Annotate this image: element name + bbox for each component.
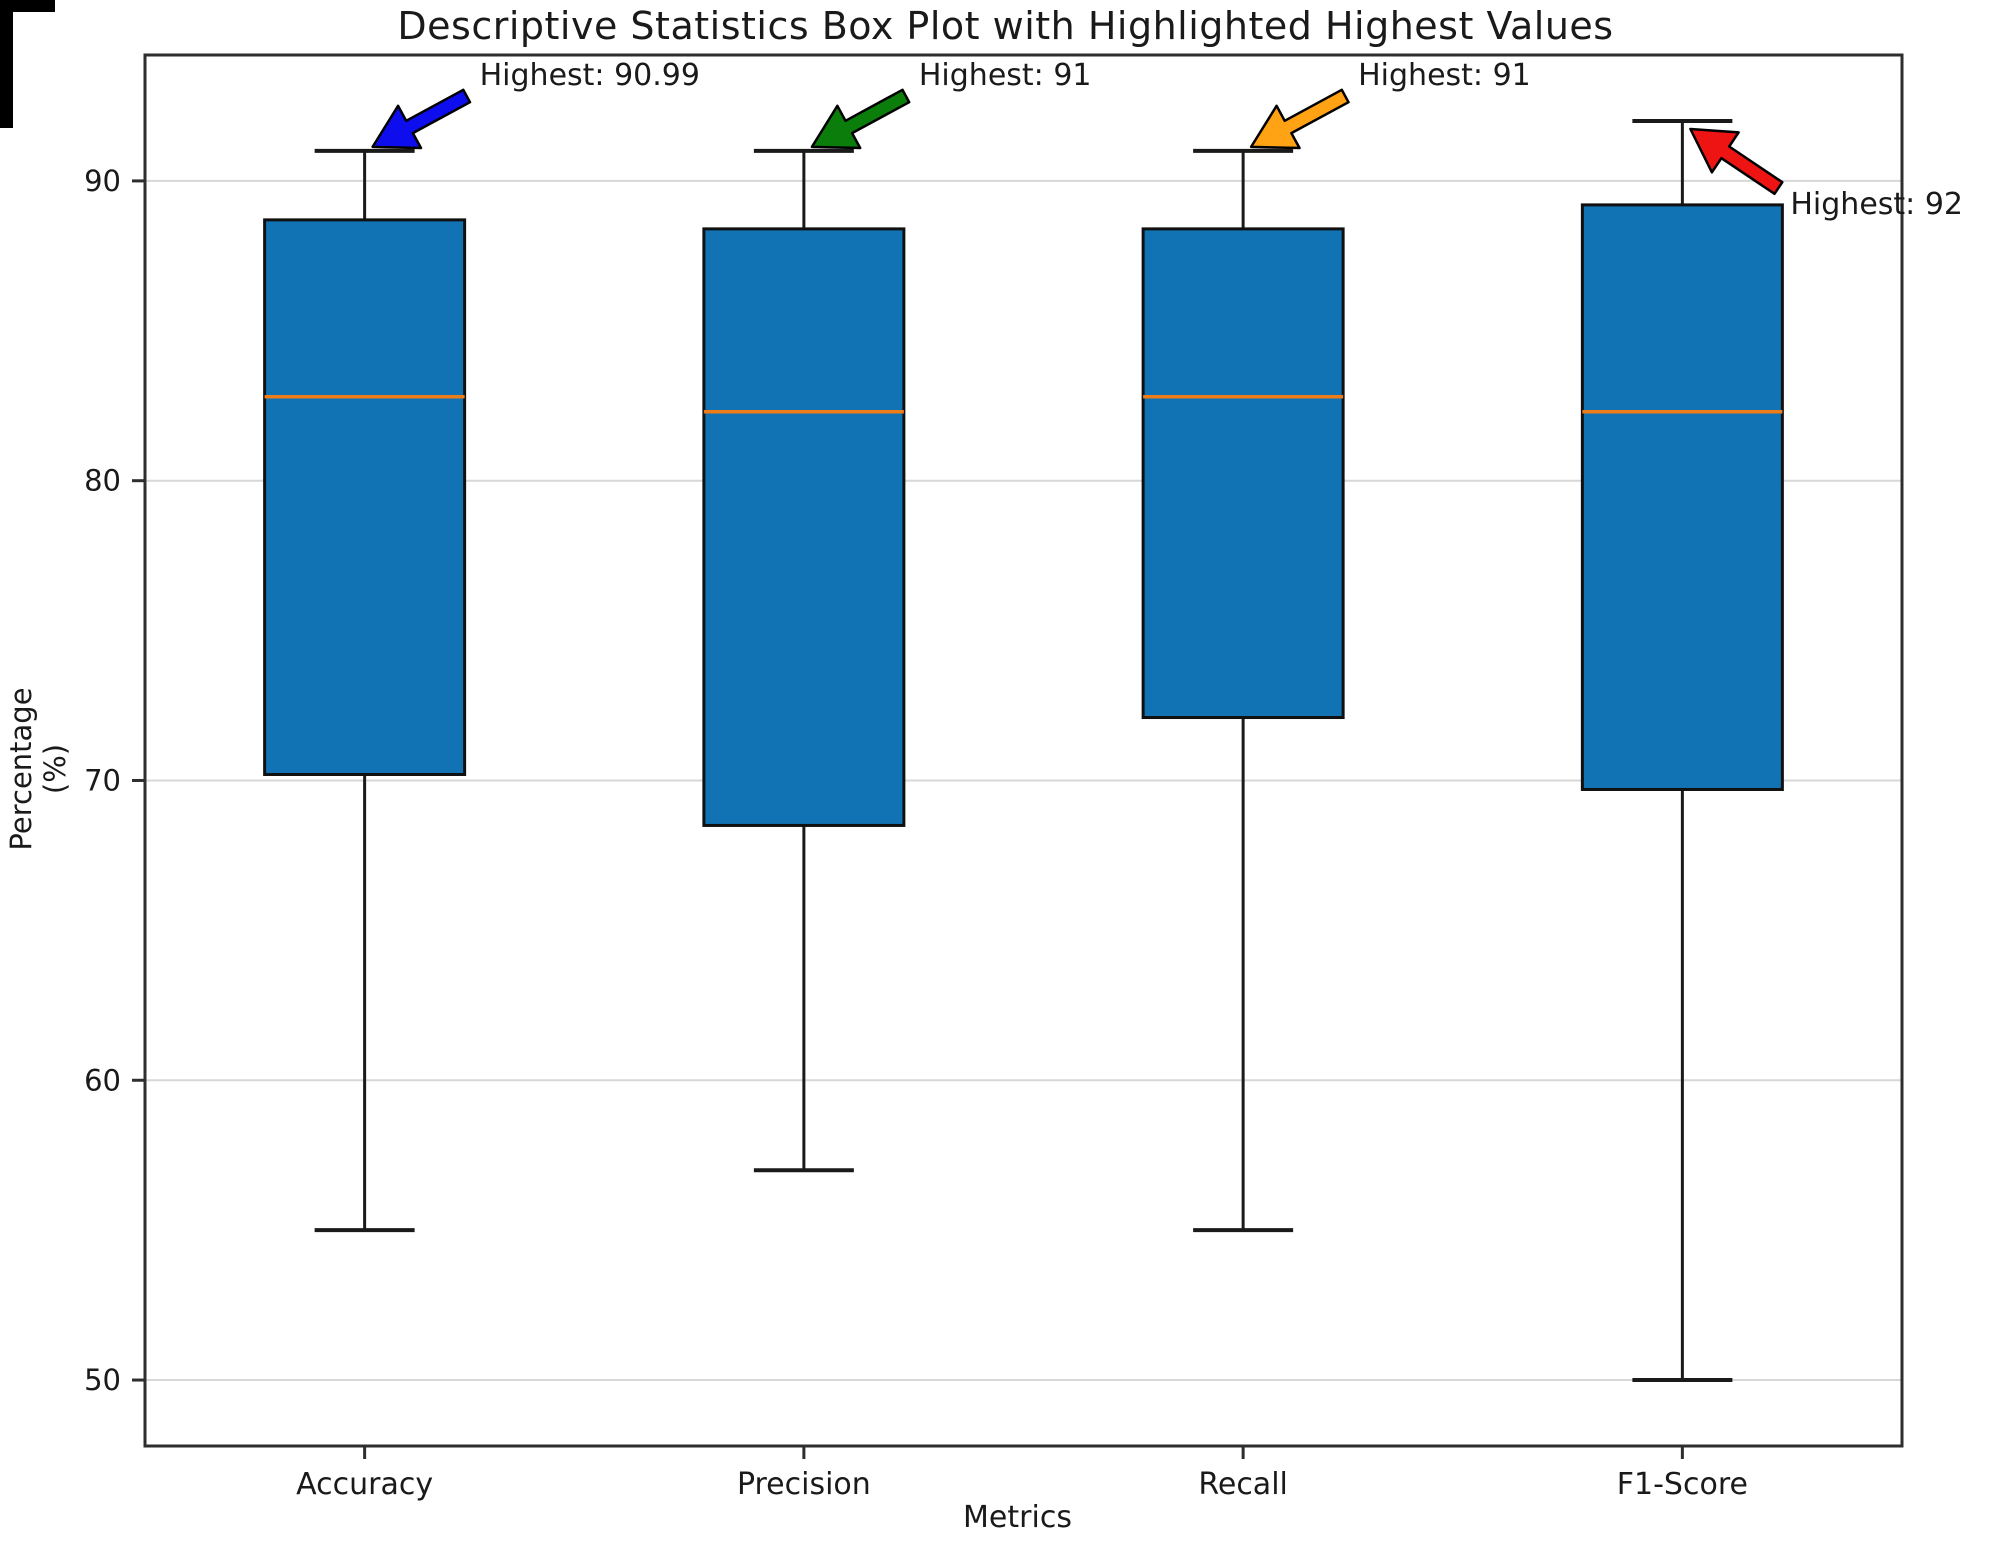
x-tick-label-Accuracy: Accuracy [296, 1467, 433, 1502]
x-tick-label-F1-Score: F1-Score [1617, 1467, 1748, 1502]
highest-annotation-Accuracy: Highest: 90.99 [480, 58, 700, 93]
y-tick-label-80: 80 [84, 464, 121, 498]
box-F1-Score [1580, 203, 1784, 791]
highest-annotation-F1-Score: Highest: 92 [1790, 187, 1963, 222]
highest-arrow-icon-F1-Score [1689, 127, 1784, 196]
box-Accuracy [263, 218, 467, 776]
highest-annotation-Recall: Highest: 91 [1358, 58, 1531, 93]
highest-arrow-icon-Recall [1249, 88, 1350, 150]
x-axis-label: Metrics [963, 1500, 1072, 1535]
highest-arrow-icon-Accuracy [371, 88, 472, 150]
x-tick-label-Precision: Precision [737, 1467, 871, 1502]
y-tick-label-90: 90 [84, 164, 121, 198]
screenshot-edge-artifact-vertical [0, 0, 13, 128]
chart-title: Descriptive Statistics Box Plot with Hig… [397, 4, 1614, 48]
axes-border [143, 53, 1904, 1448]
highest-arrow-icon-Precision [810, 88, 911, 150]
box-Precision [702, 227, 906, 827]
highest-annotation-Precision: Highest: 91 [919, 58, 1092, 93]
x-tick-label-Recall: Recall [1198, 1467, 1288, 1502]
y-tick-label-60: 60 [84, 1063, 121, 1097]
screenshot-edge-artifact-horizontal [0, 0, 55, 12]
y-tick-label-50: 50 [84, 1363, 121, 1397]
box-Recall [1141, 227, 1345, 720]
y-tick-label-70: 70 [84, 763, 121, 797]
